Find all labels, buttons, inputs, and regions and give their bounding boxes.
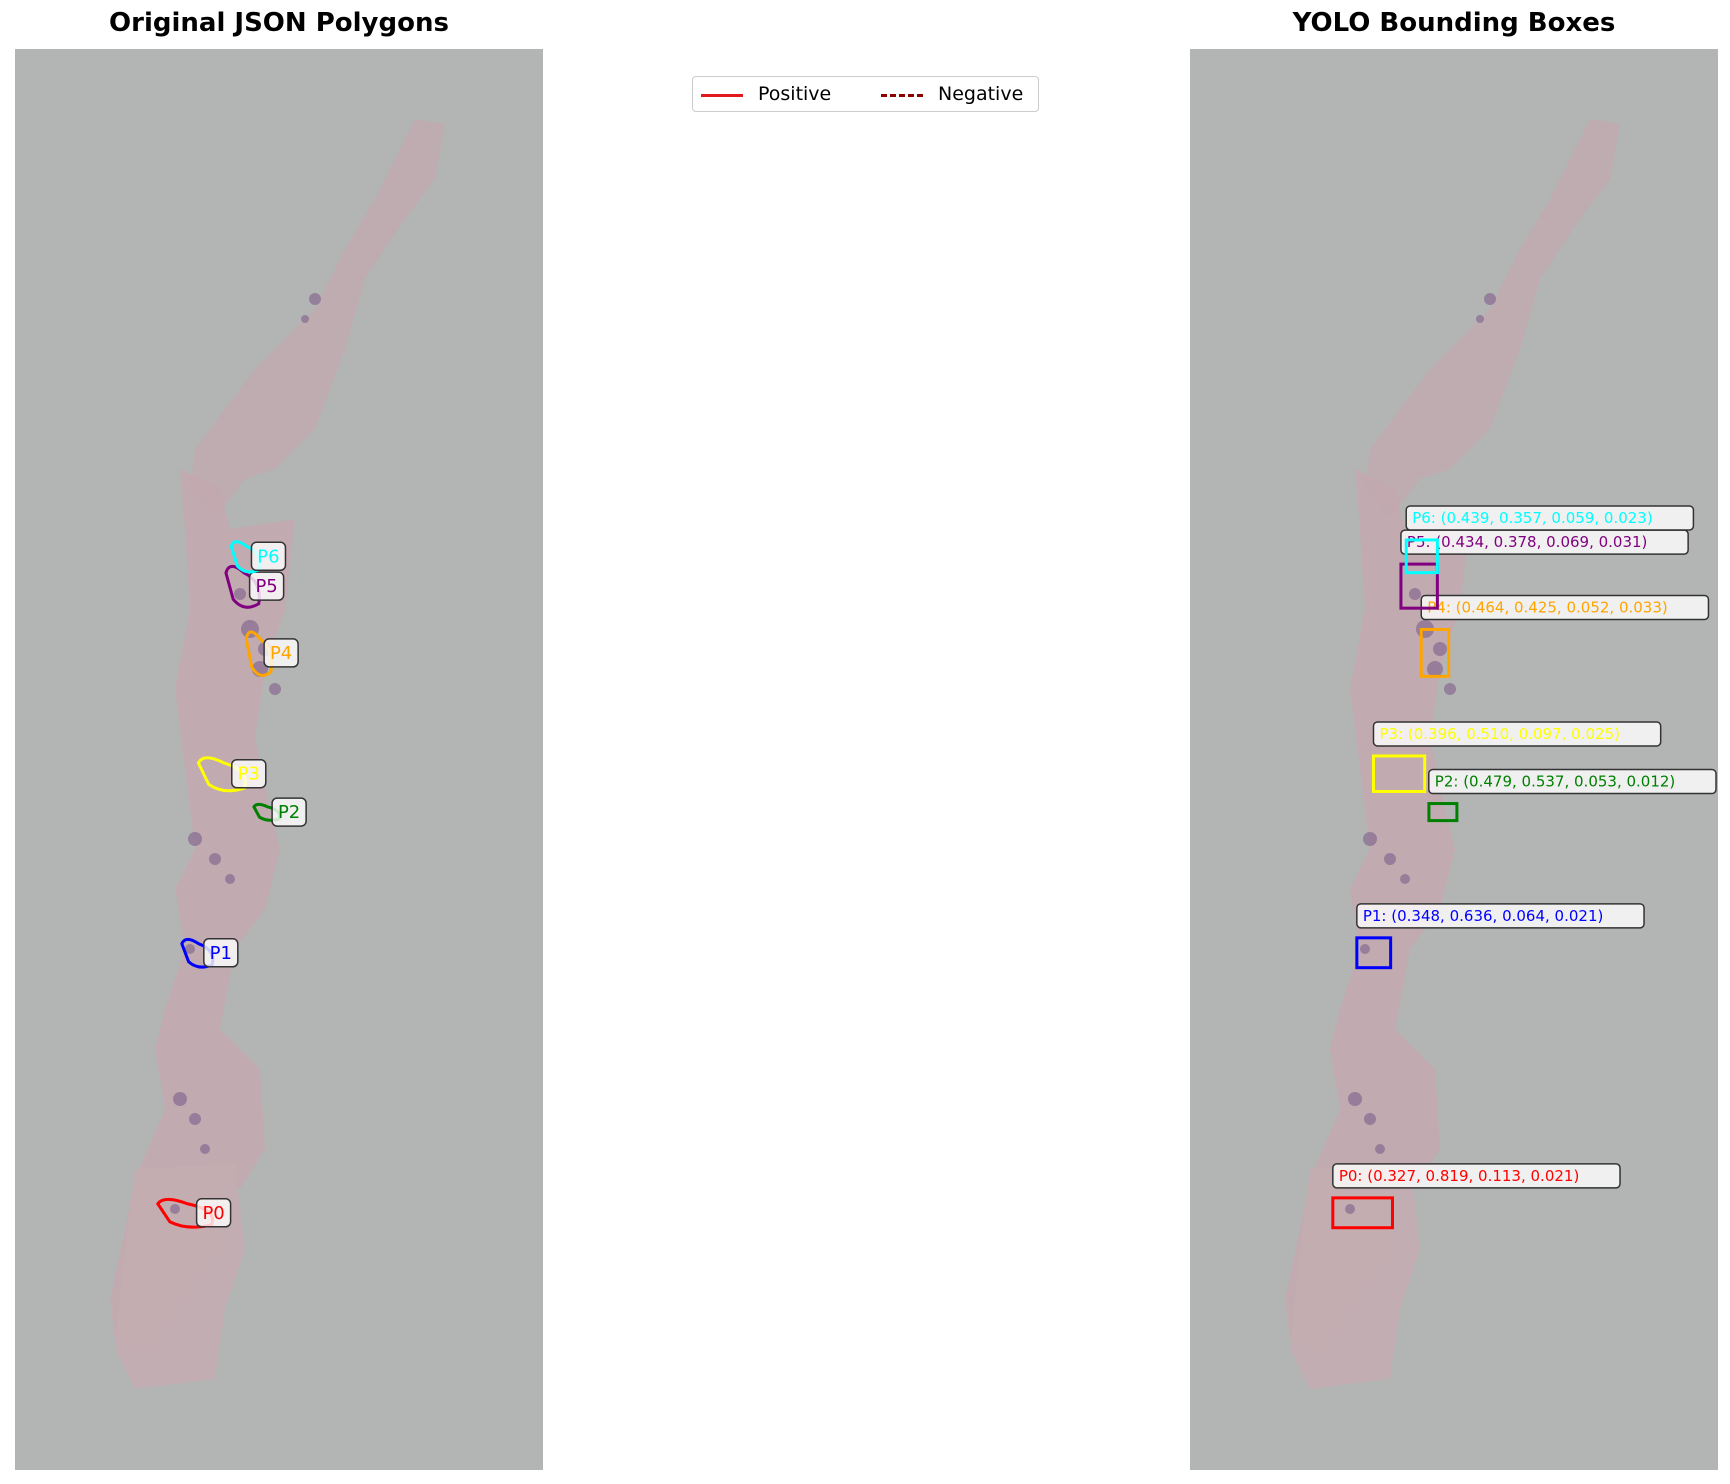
box-label-p0: P0: (0.327, 0.819, 0.113, 0.021)	[1339, 1167, 1580, 1185]
box-label-p6: P6: (0.439, 0.357, 0.059, 0.023)	[1412, 509, 1653, 527]
polygon-label-box	[231, 758, 267, 789]
left-slide-image: P0 P1 P2 P3 P4 P5 P6	[15, 49, 543, 1470]
box-label-p2: P2: (0.479, 0.537, 0.053, 0.012)	[1435, 773, 1676, 791]
legend-positive-label: Positive	[758, 83, 832, 105]
box-label-p4: P4: (0.464, 0.425, 0.052, 0.033)	[1427, 598, 1668, 616]
polygon-label-box	[250, 541, 287, 572]
polygon-label-p3: P3	[238, 764, 260, 785]
bounding-box-p3	[1371, 754, 1427, 793]
left-panel-title: Original JSON Polygons	[109, 8, 449, 38]
bounding-box-p2	[1427, 802, 1459, 823]
box-label-bg	[1372, 721, 1662, 747]
bounding-box-p5	[1399, 562, 1439, 610]
box-label-p1: P1: (0.348, 0.636, 0.064, 0.021)	[1363, 907, 1604, 925]
right-slide-image: P0: (0.327, 0.819, 0.113, 0.021) P1: (0.3…	[1190, 49, 1718, 1470]
polygon-label-p0: P0	[202, 1203, 224, 1224]
legend: Positive Negative	[692, 76, 1039, 112]
box-label-p3: P3: (0.396, 0.510, 0.097, 0.025)	[1379, 725, 1620, 743]
box-label-bg	[1405, 505, 1695, 531]
polygon-label-p4: P4	[270, 643, 292, 664]
polygon-label-box	[248, 571, 285, 601]
bounding-box-p1	[1355, 936, 1393, 970]
legend-negative-swatch	[881, 94, 923, 97]
box-label-bg	[1428, 768, 1717, 795]
polygon-label-p1: P1	[210, 943, 232, 964]
box-label-p5: P5: (0.434, 0.378, 0.069, 0.031)	[1407, 533, 1648, 551]
polygon-label-box	[203, 938, 239, 968]
polygon-label-box	[271, 797, 307, 827]
bounding-box-p0	[1331, 1196, 1394, 1230]
polygon-label-p2: P2	[278, 802, 300, 823]
bounding-box-p6	[1404, 538, 1439, 575]
legend-positive-swatch	[701, 94, 743, 97]
polygon-label-p6: P6	[257, 546, 279, 567]
polygon-label-box	[263, 638, 299, 668]
box-label-bg	[1356, 903, 1645, 929]
box-label-bg	[1332, 1163, 1621, 1189]
legend-negative-label: Negative	[938, 83, 1024, 105]
polygon-label-p5: P5	[255, 576, 277, 597]
right-panel-title: YOLO Bounding Boxes	[1292, 8, 1616, 38]
polygon-label-box	[195, 1198, 232, 1228]
bounding-box-p4	[1419, 627, 1451, 678]
